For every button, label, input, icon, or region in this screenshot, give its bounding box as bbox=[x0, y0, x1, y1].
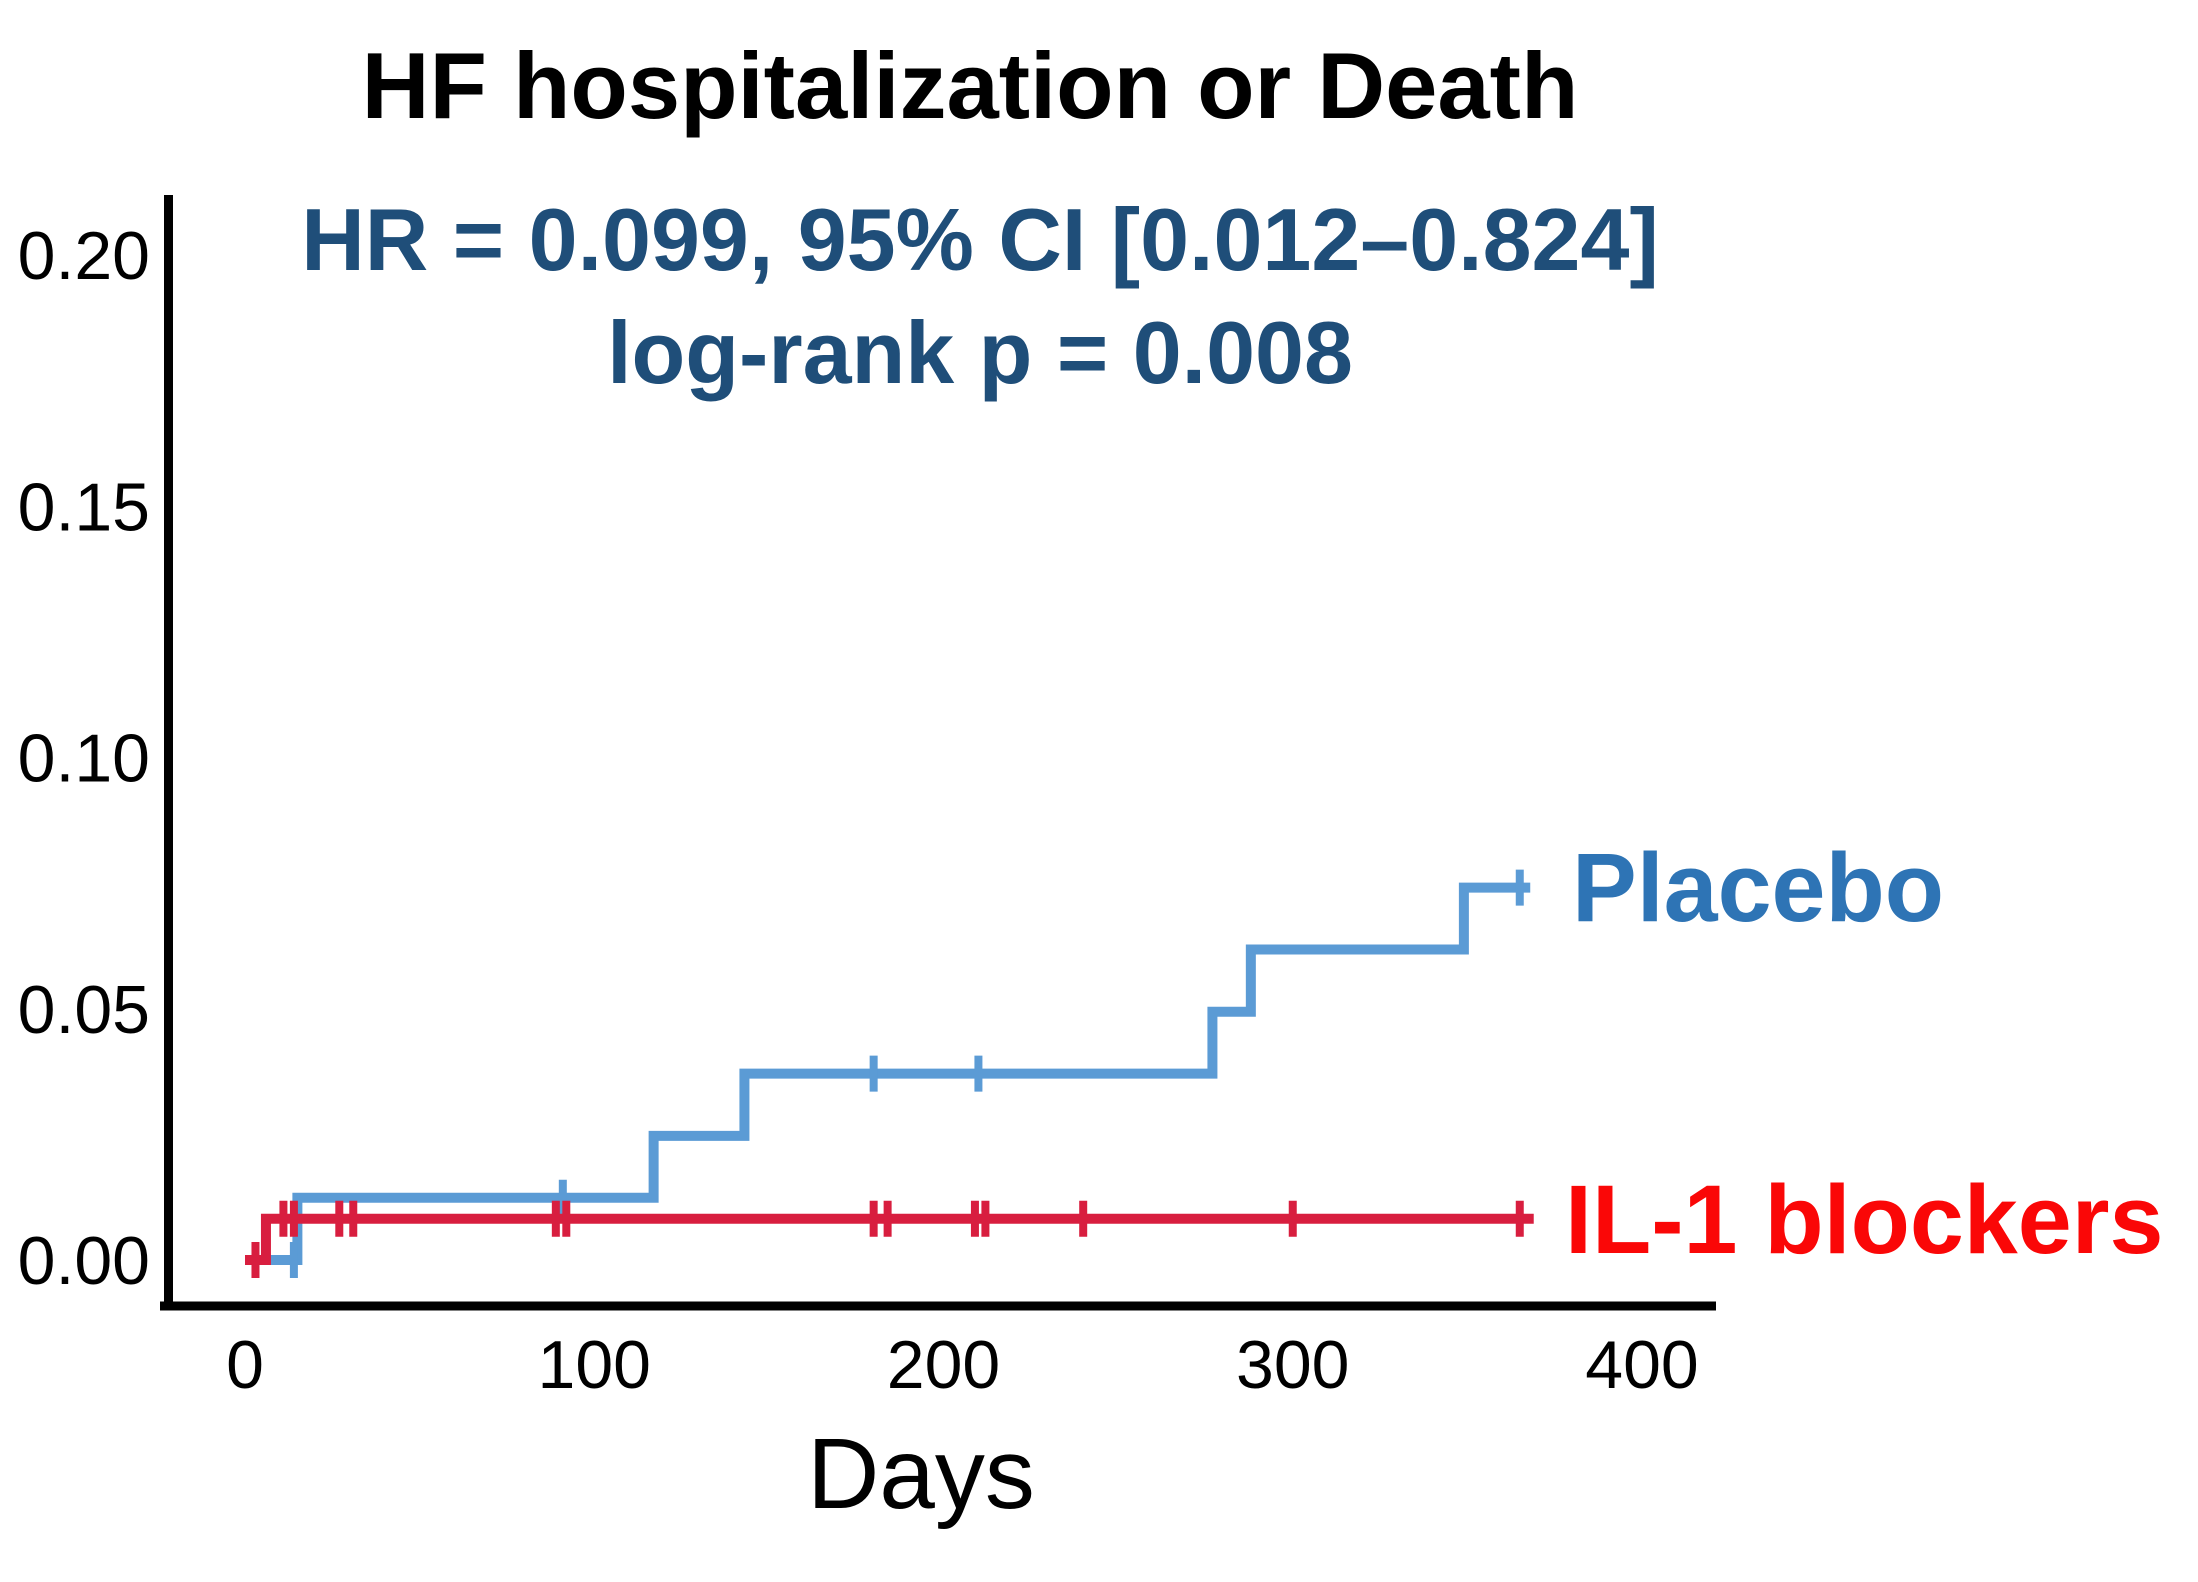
stats-annotation: HR = 0.099, 95% CI [0.012–0.824] log-ran… bbox=[0, 183, 1960, 409]
y-tick-label: 0.15 bbox=[18, 469, 150, 545]
x-tick-label: 200 bbox=[887, 1327, 1000, 1403]
y-tick-label: 0.00 bbox=[18, 1223, 150, 1299]
x-tick-label: 0 bbox=[226, 1327, 264, 1403]
x-axis-title: Days bbox=[807, 1418, 1035, 1530]
legend-label-il1-blockers: IL-1 blockers bbox=[1565, 1165, 2164, 1274]
y-tick-label: 0.20 bbox=[18, 218, 150, 294]
x-tick-label: 100 bbox=[538, 1327, 651, 1403]
log-rank-text: log-rank p = 0.008 bbox=[607, 303, 1353, 402]
x-tick-label: 400 bbox=[1585, 1327, 1698, 1403]
y-tick-label: 0.10 bbox=[18, 721, 150, 797]
x-tick-label: 300 bbox=[1236, 1327, 1349, 1403]
y-tick-label: 0.05 bbox=[18, 972, 150, 1048]
chart-title: HF hospitalization or Death bbox=[361, 33, 1579, 138]
legend-label-placebo: Placebo bbox=[1572, 833, 1944, 942]
hazard-ratio-text: HR = 0.099, 95% CI [0.012–0.824] bbox=[301, 190, 1659, 289]
